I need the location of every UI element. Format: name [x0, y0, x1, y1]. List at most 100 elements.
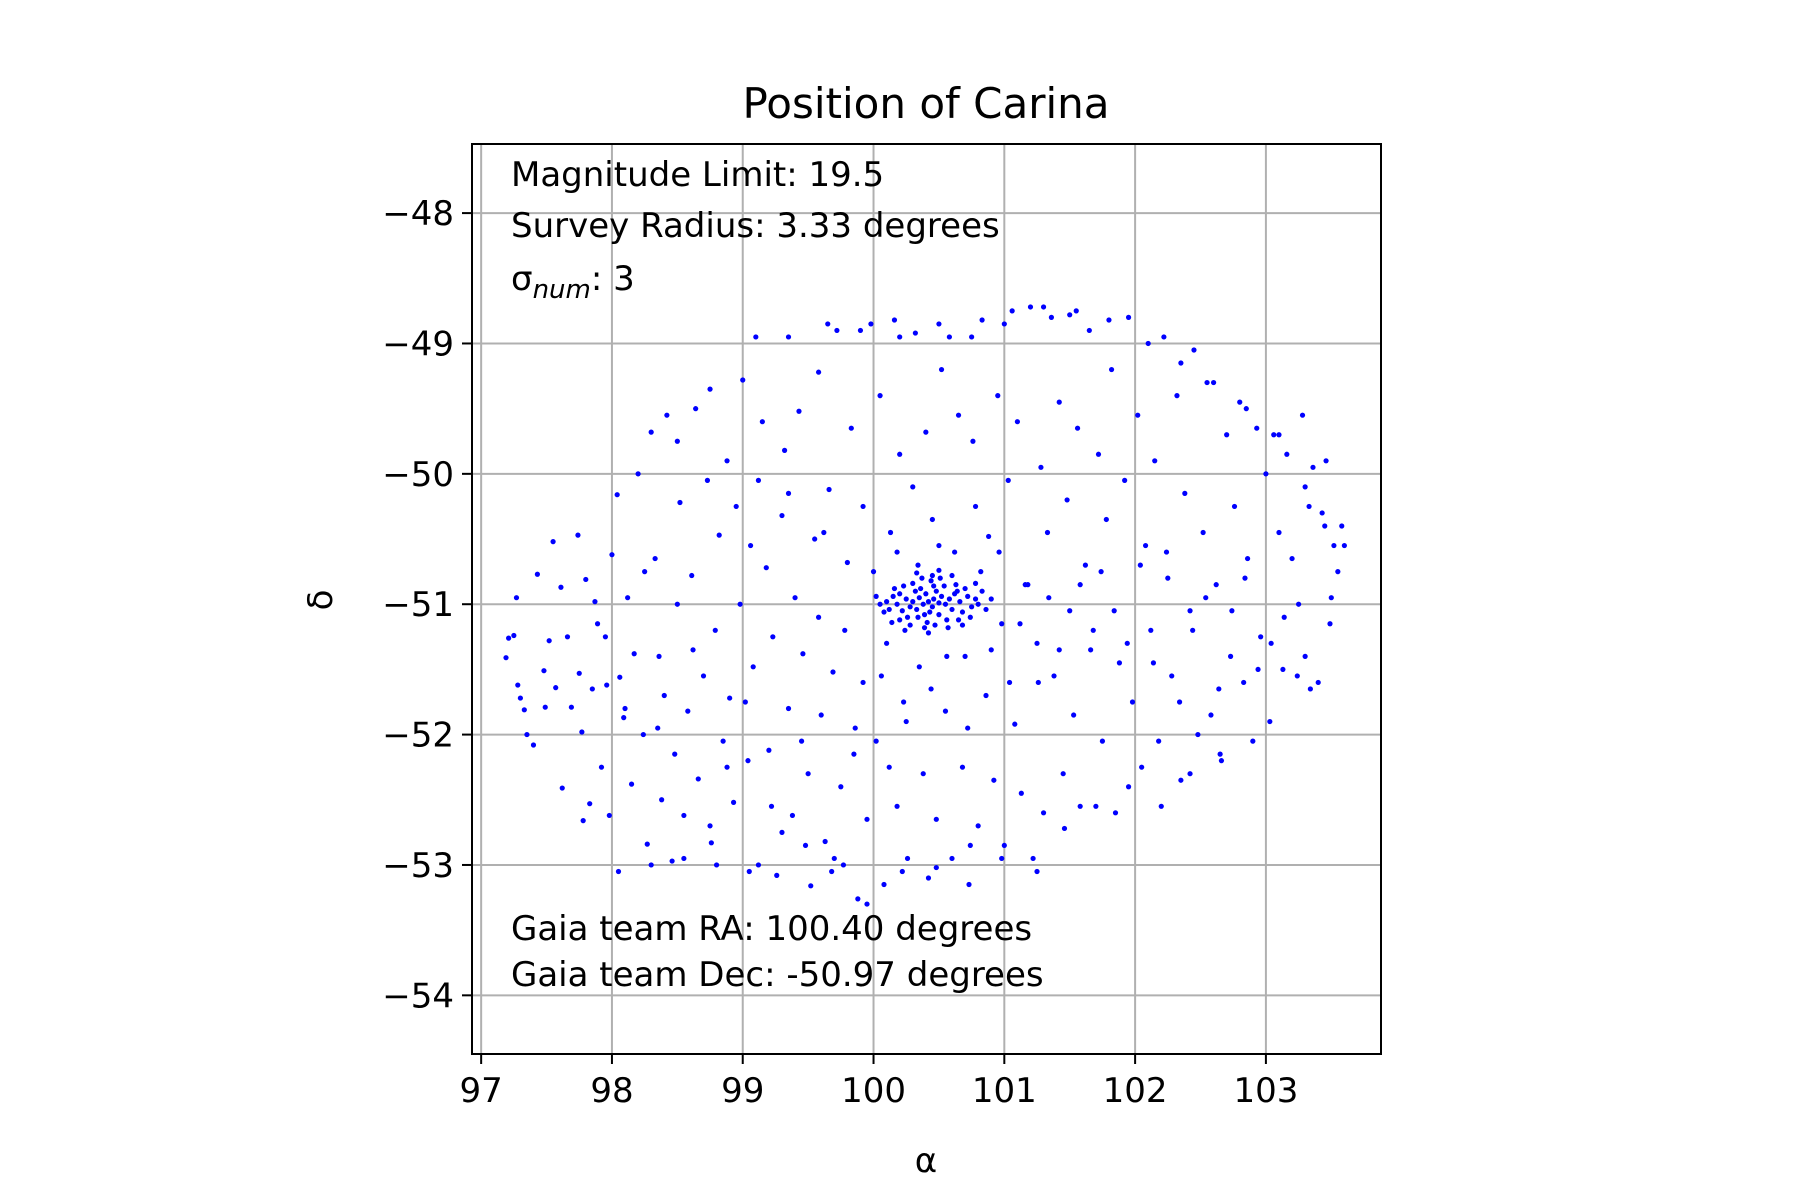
- scatter-point: [912, 588, 918, 594]
- scatter-point: [785, 705, 792, 712]
- scatter-point: [672, 751, 678, 757]
- scatter-point: [1017, 621, 1023, 627]
- scatter-point: [742, 699, 748, 705]
- scatter-point: [923, 591, 929, 597]
- scatter-point: [642, 569, 648, 575]
- scatter-point: [576, 670, 582, 676]
- scatter-point: [1006, 679, 1013, 686]
- scatter-point: [1271, 432, 1277, 438]
- scatter-point: [999, 855, 1005, 862]
- scatter-point: [1218, 758, 1225, 764]
- scatter-point: [1030, 855, 1036, 862]
- scatter-point: [1268, 640, 1274, 646]
- scatter-point: [681, 855, 687, 862]
- scatter-point: [1174, 393, 1180, 399]
- scatter-point: [763, 565, 769, 571]
- scatter-point: [674, 601, 680, 607]
- scatter-point: [1060, 771, 1066, 777]
- scatter-point: [902, 627, 908, 633]
- scatter-point: [821, 529, 827, 536]
- scatter-point: [929, 572, 935, 579]
- scatter-point: [825, 321, 831, 327]
- scatter-point: [978, 569, 984, 575]
- scatter-point: [677, 499, 683, 506]
- scatter-point: [1203, 595, 1209, 601]
- scatter-point: [938, 593, 945, 599]
- scatter-point: [1137, 562, 1143, 568]
- scatter-point: [955, 617, 962, 623]
- scatter-point: [1124, 640, 1130, 646]
- scatter-point: [1048, 314, 1055, 320]
- scatter-point: [530, 742, 537, 748]
- scatter-point: [800, 651, 806, 657]
- sigma-value: : 3: [591, 259, 635, 299]
- y-tick-label: −50: [382, 455, 454, 495]
- scatter-point: [1210, 379, 1217, 386]
- scatter-point: [891, 585, 898, 592]
- y-tick-label: −52: [382, 716, 454, 756]
- scatter-point: [1035, 679, 1041, 686]
- scatter-point: [1001, 842, 1007, 849]
- scatter-point: [988, 596, 994, 602]
- scatter-point: [1335, 569, 1341, 575]
- scatter-point: [1067, 312, 1073, 318]
- scatter-point: [652, 555, 658, 562]
- scatter-point: [1012, 721, 1018, 727]
- scatter-point: [1276, 529, 1282, 536]
- scatter-point: [587, 801, 593, 807]
- scatter-point: [1216, 686, 1222, 692]
- scatter-point: [884, 599, 890, 605]
- scatter-point: [625, 595, 631, 601]
- scatter-point: [635, 471, 641, 477]
- scatter-point: [840, 862, 847, 868]
- scatter-point: [564, 634, 571, 640]
- scatter-point: [929, 604, 935, 610]
- scatter-point: [583, 576, 589, 583]
- scatter-point: [830, 669, 836, 675]
- x-tick-label: 98: [590, 1071, 633, 1111]
- scatter-point: [991, 777, 997, 783]
- scatter-point: [857, 327, 864, 334]
- scatter-point: [897, 451, 903, 457]
- scatter-point: [1163, 549, 1170, 555]
- scatter-point: [965, 593, 971, 599]
- scatter-point: [1077, 803, 1083, 809]
- scatter-point: [727, 695, 733, 701]
- scatter-point: [815, 614, 822, 620]
- scatter-point: [1263, 471, 1269, 477]
- scatter-point: [822, 838, 828, 845]
- scatter-point: [1323, 458, 1329, 464]
- scatter-point: [659, 797, 665, 803]
- scatter-point: [1077, 582, 1083, 588]
- scatter-point: [615, 868, 622, 875]
- scatter-point: [568, 704, 575, 710]
- grid-lines: [472, 144, 1381, 1054]
- scatter-point: [1034, 868, 1040, 875]
- scatter-point: [927, 609, 933, 615]
- scatter-point: [750, 664, 756, 670]
- scatter-point: [503, 655, 509, 661]
- scatter-point: [920, 771, 926, 777]
- x-tick-label: 103: [1233, 1071, 1298, 1111]
- scatter-point: [929, 516, 935, 523]
- scatter-point: [1190, 627, 1196, 633]
- scatter-point: [886, 764, 892, 770]
- scatter-point: [919, 575, 925, 581]
- scatter-point: [693, 406, 699, 412]
- scatter-point: [1116, 660, 1123, 666]
- y-tick-label: −49: [382, 324, 454, 364]
- scatter-point: [606, 812, 612, 819]
- scatter-point: [995, 393, 1001, 399]
- gaia-ra-annotation: Gaia team RA: 100.40 degrees: [511, 909, 1032, 949]
- scatter-point: [621, 715, 627, 721]
- y-tick-label: −51: [382, 585, 454, 625]
- scatter-point: [868, 321, 874, 327]
- scatter-point: [921, 612, 928, 618]
- scatter-point: [724, 764, 730, 770]
- scatter-point: [983, 606, 989, 613]
- scatter-point: [1315, 679, 1321, 686]
- scatter-point: [720, 738, 726, 744]
- scatter-point: [933, 588, 939, 594]
- scatter-point: [579, 729, 585, 735]
- chart-title: Position of Carina: [742, 79, 1109, 128]
